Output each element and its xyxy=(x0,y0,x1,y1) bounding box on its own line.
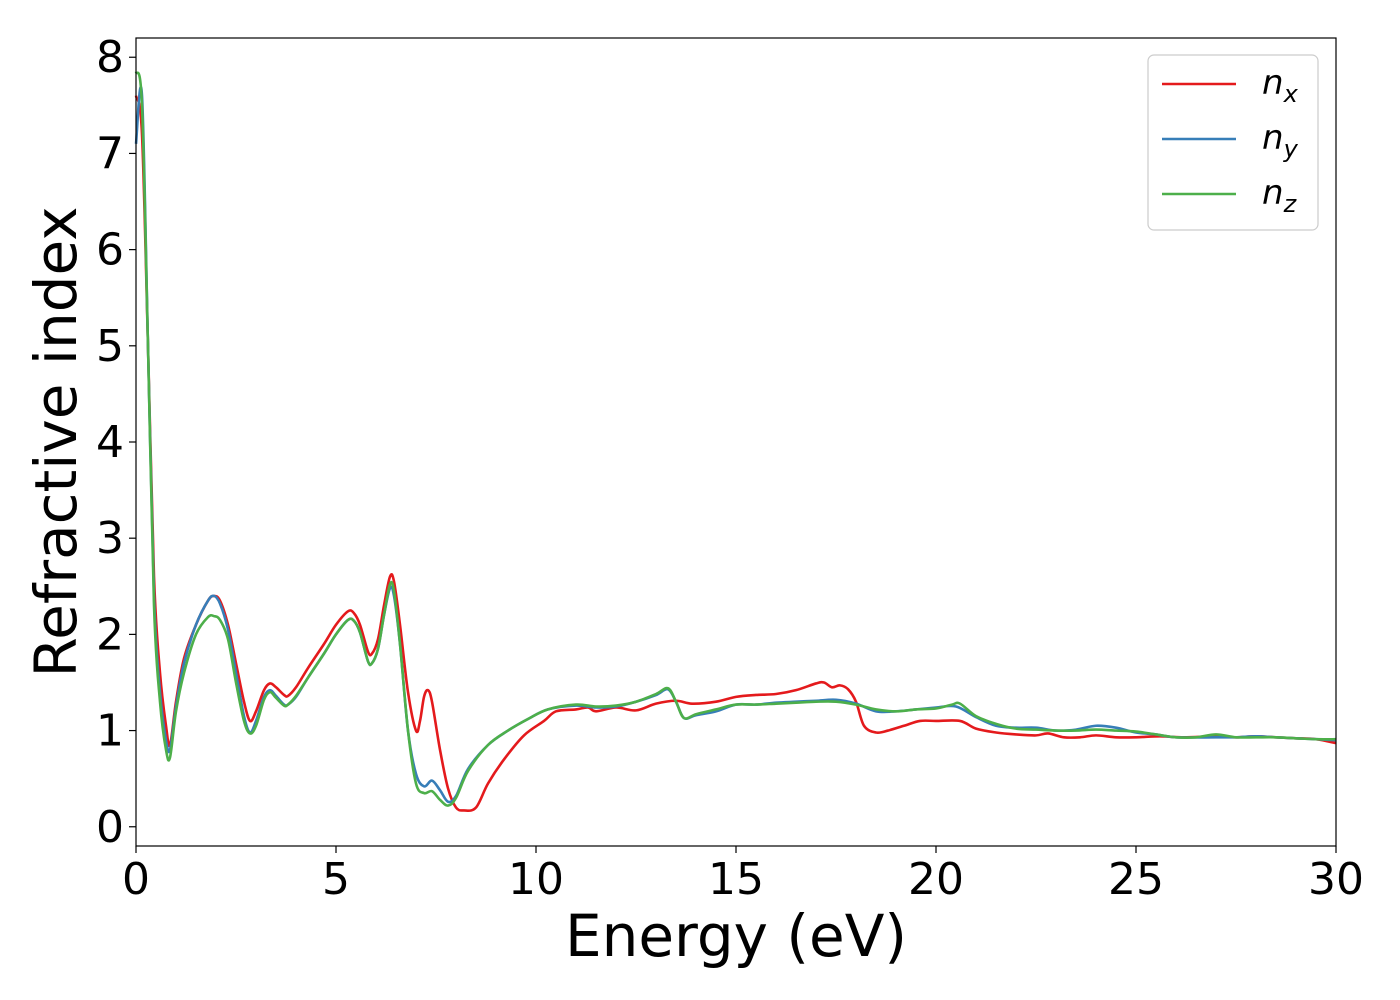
y-tick-label: 3 xyxy=(96,513,124,564)
y-tick-label: 2 xyxy=(96,609,124,660)
legend-label-ny: ny xyxy=(1262,118,1299,163)
y-tick-label: 5 xyxy=(96,321,124,372)
ticks-layer: 0 5 10 15 20 25 30 0 1 2 3 4 5 6 7 8 xyxy=(96,32,1364,905)
y-tick-label: 0 xyxy=(96,802,124,853)
x-tick-label: 5 xyxy=(322,854,350,905)
y-tick-label: 7 xyxy=(96,128,124,179)
x-axis-label: Energy (eV) xyxy=(565,902,907,970)
y-tick-label: 4 xyxy=(96,417,124,468)
x-tick-label: 10 xyxy=(508,854,564,905)
y-tick-label: 8 xyxy=(96,32,124,83)
x-tick-label: 25 xyxy=(1108,854,1164,905)
x-tick-label: 0 xyxy=(122,854,150,905)
legend: nx ny nz xyxy=(1147,54,1319,231)
x-tick-label: 20 xyxy=(908,854,964,905)
y-axis-label: Refractive index xyxy=(22,206,90,677)
y-tick-label: 1 xyxy=(96,706,124,757)
legend-entries: nx ny nz xyxy=(1162,63,1299,218)
legend-label-nz: nz xyxy=(1262,173,1298,218)
series-line-nz xyxy=(134,71,1337,807)
legend-box xyxy=(1147,54,1319,231)
x-tick-label: 30 xyxy=(1308,854,1364,905)
legend-label-nx: nx xyxy=(1262,63,1299,108)
series-line-nx xyxy=(134,95,1337,812)
y-tick-label: 6 xyxy=(96,225,124,276)
x-tick-label: 15 xyxy=(708,854,764,905)
series-layer xyxy=(134,71,1337,812)
